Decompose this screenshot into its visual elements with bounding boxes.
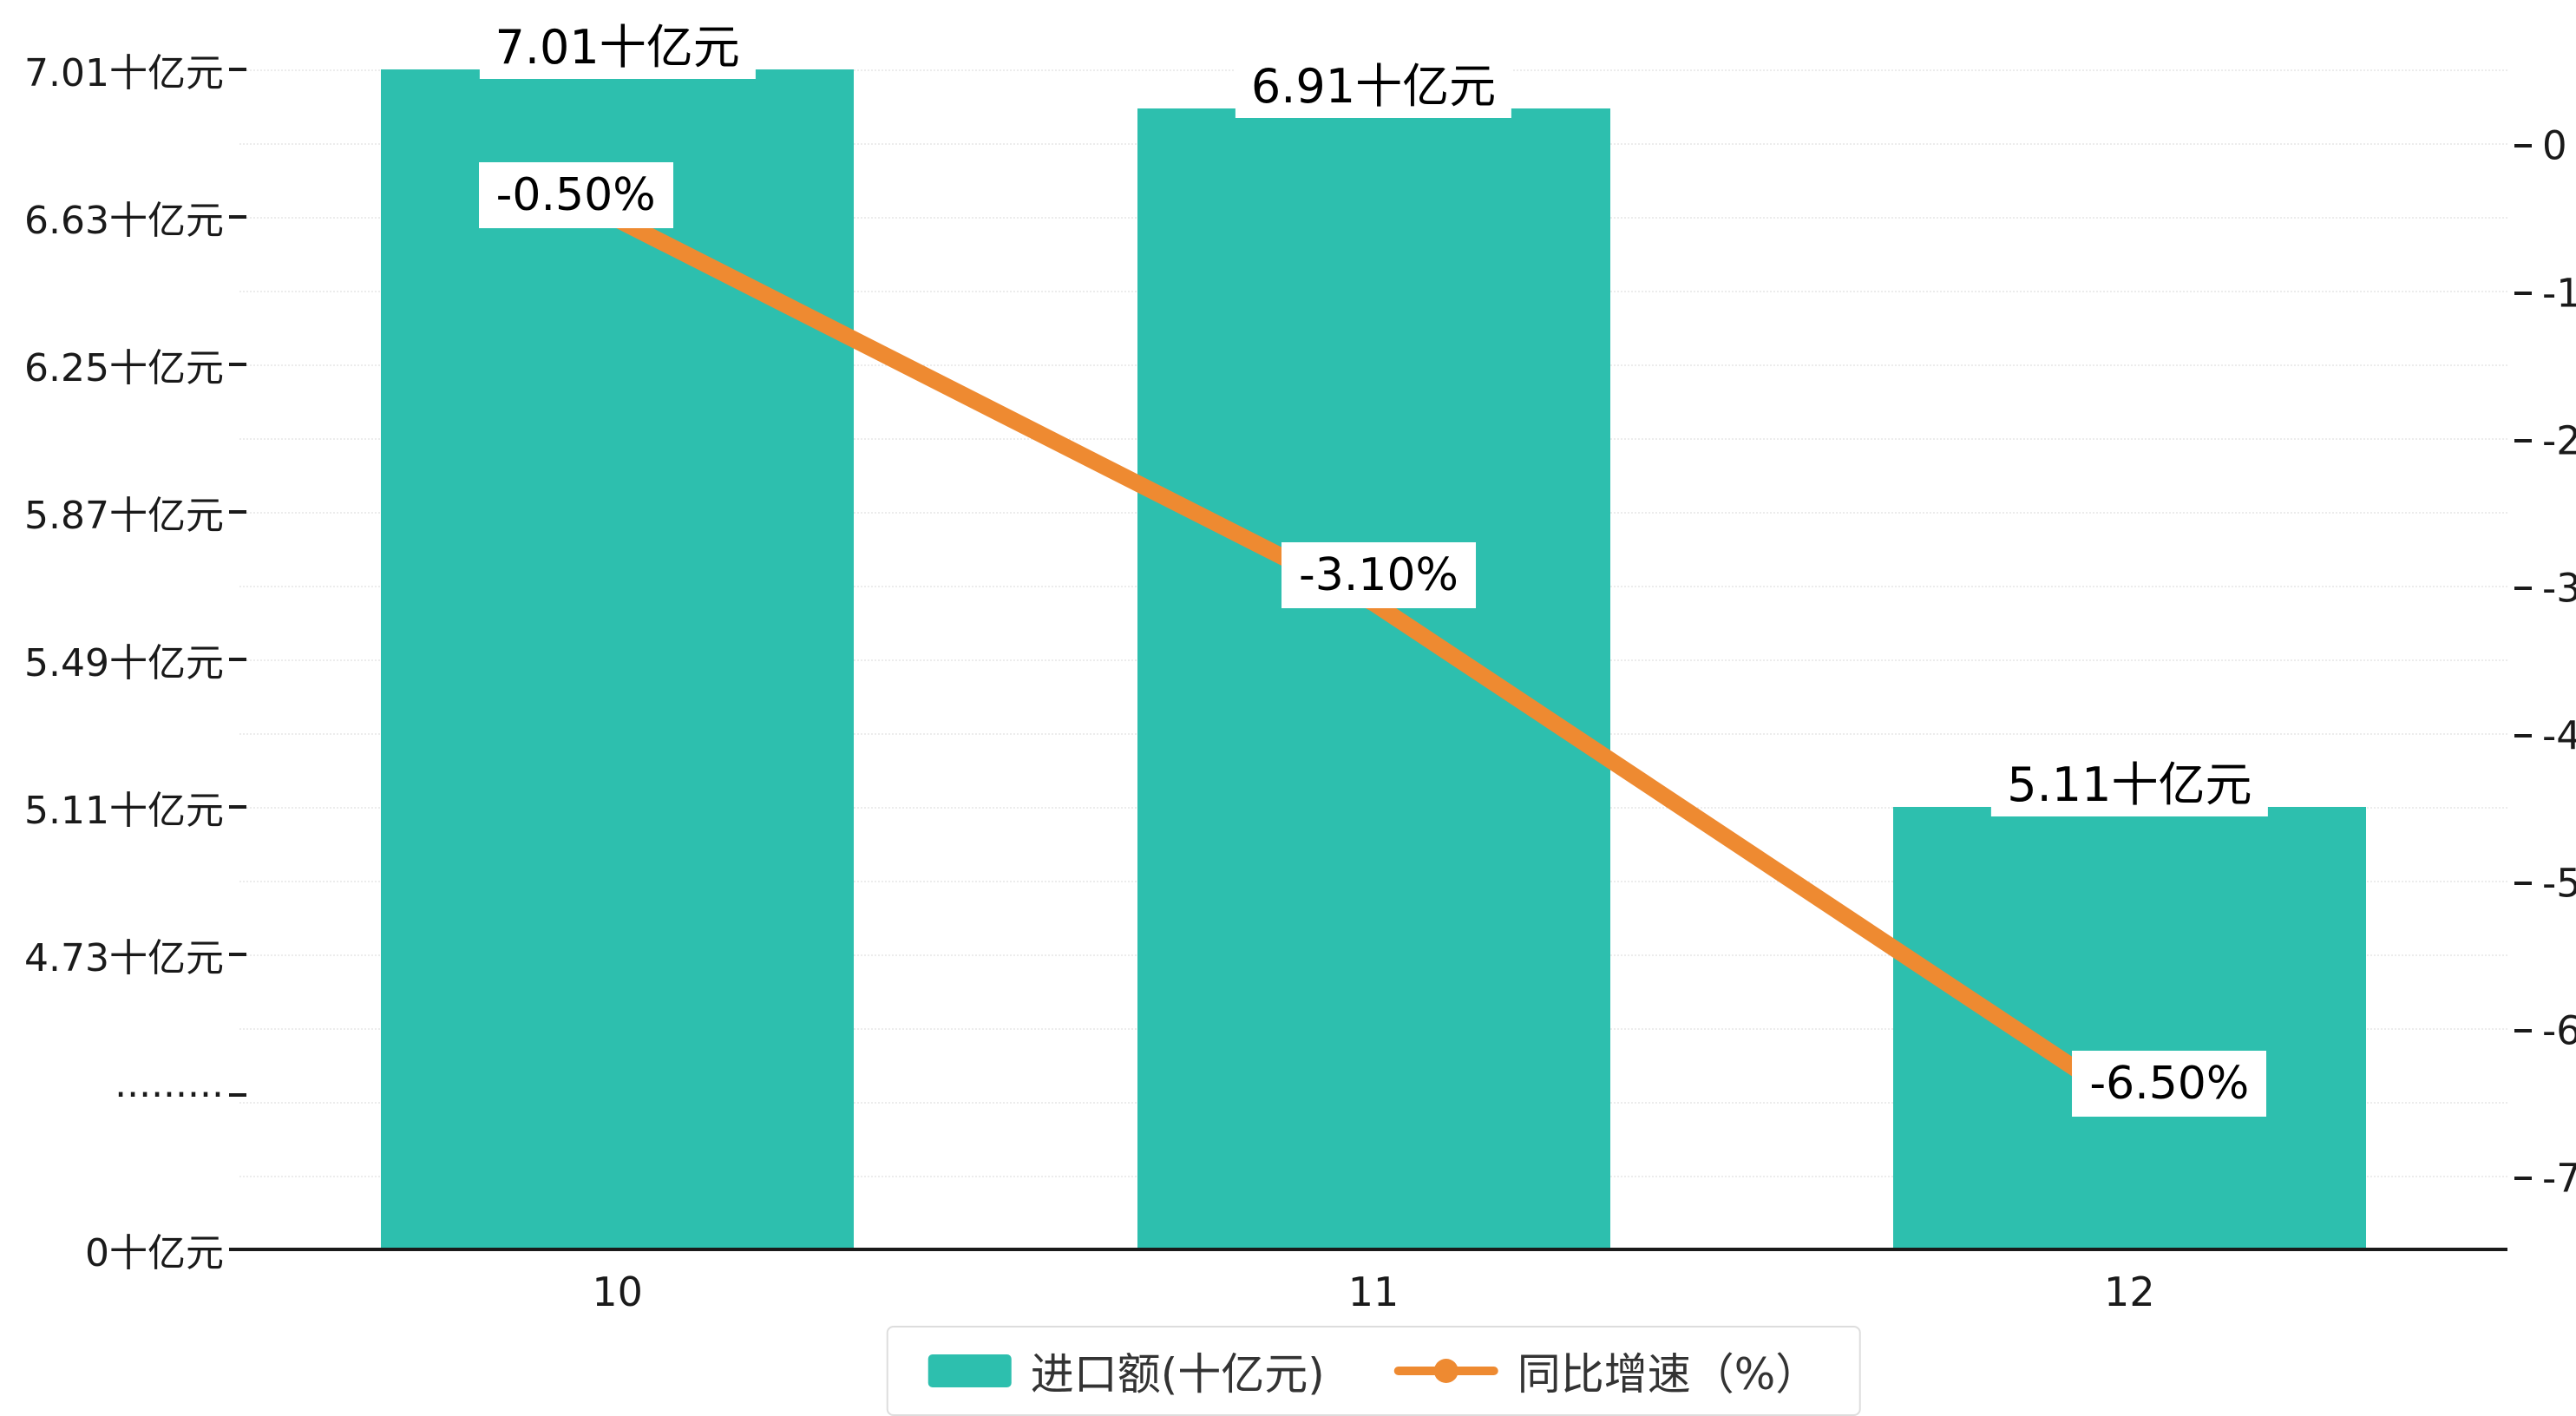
line-series-marker <box>1393 1358 1498 1384</box>
left-axis-tick-label: 5.87十亿元 <box>24 494 224 538</box>
bar-value-label: 7.01十亿元 <box>479 7 756 79</box>
left-axis-tick-mark <box>229 363 246 366</box>
growth-line <box>609 211 2138 1113</box>
left-axis-tick-label: 0十亿元 <box>85 1231 224 1275</box>
left-axis-tick-mark <box>229 68 246 71</box>
left-axis-tick-mark <box>229 953 246 956</box>
line-marker-dot <box>1433 1359 1458 1383</box>
bar-series-swatch <box>927 1354 1012 1387</box>
right-axis-tick-label: -6 <box>2542 1007 2576 1054</box>
right-axis-tick-label: -3 <box>2542 565 2576 612</box>
left-axis-tick-label: 7.01十亿元 <box>24 51 224 95</box>
left-axis-tick-mark <box>229 658 246 661</box>
right-axis-tick-mark <box>2514 1029 2532 1032</box>
right-axis-tick-label: -4 <box>2542 712 2576 759</box>
left-axis-tick-label: 6.25十亿元 <box>24 346 224 390</box>
line-point-label: -3.10% <box>1281 542 1476 608</box>
left-axis-tick-label: 5.49十亿元 <box>24 641 224 685</box>
right-axis-tick-label: -1 <box>2542 270 2576 317</box>
x-axis-line <box>239 1248 2507 1251</box>
left-axis-tick-mark <box>229 510 246 514</box>
legend-label: 进口额(十亿元) <box>1030 1349 1325 1400</box>
right-axis-tick-label: -5 <box>2542 860 2576 907</box>
right-axis-tick-mark <box>2514 1177 2532 1180</box>
legend-item-line-series[interactable]: 同比增速（%） <box>1393 1340 1819 1402</box>
right-axis-tick-mark <box>2514 292 2532 295</box>
right-axis-tick-label: -2 <box>2542 417 2576 464</box>
x-axis-tick-label: 11 <box>1347 1268 1399 1315</box>
right-axis-tick-mark <box>2514 587 2532 590</box>
right-axis-tick-label: -7 <box>2542 1155 2576 1202</box>
right-axis-tick-label: 0 <box>2542 122 2567 169</box>
left-axis-tick-label: ········· <box>115 1072 224 1118</box>
legend-label: 同比增速（%） <box>1517 1349 1819 1400</box>
left-axis-tick-label: 4.73十亿元 <box>24 936 224 980</box>
bar-month-10[interactable] <box>381 69 855 1249</box>
right-axis-tick-mark <box>2514 734 2532 738</box>
right-axis-tick-mark <box>2514 144 2532 148</box>
bar-month-12[interactable] <box>1892 807 2366 1249</box>
left-axis-tick-mark <box>229 805 246 809</box>
legend-item-bar-series[interactable]: 进口额(十亿元) <box>927 1340 1325 1402</box>
x-axis-tick-label: 12 <box>2104 1268 2155 1315</box>
legend: 进口额(十亿元) 同比增速（%） <box>886 1326 1861 1416</box>
right-axis-tick-mark <box>2514 882 2532 885</box>
bar-value-label: 5.11十亿元 <box>1991 744 2268 816</box>
bar-value-label: 6.91十亿元 <box>1235 45 1512 118</box>
bar-month-11[interactable] <box>1137 108 1610 1249</box>
left-axis-tick-mark <box>229 1248 246 1251</box>
left-axis-tick-label: 5.11十亿元 <box>24 789 224 833</box>
line-point-label: -6.50% <box>2072 1051 2267 1117</box>
left-axis-tick-mark <box>229 1093 246 1097</box>
left-axis-tick-mark <box>229 215 246 219</box>
line-point-label: -0.50% <box>478 162 673 228</box>
left-axis-tick-label: 6.63十亿元 <box>24 199 224 243</box>
right-axis-tick-mark <box>2514 439 2532 442</box>
x-axis-tick-label: 10 <box>592 1268 643 1315</box>
